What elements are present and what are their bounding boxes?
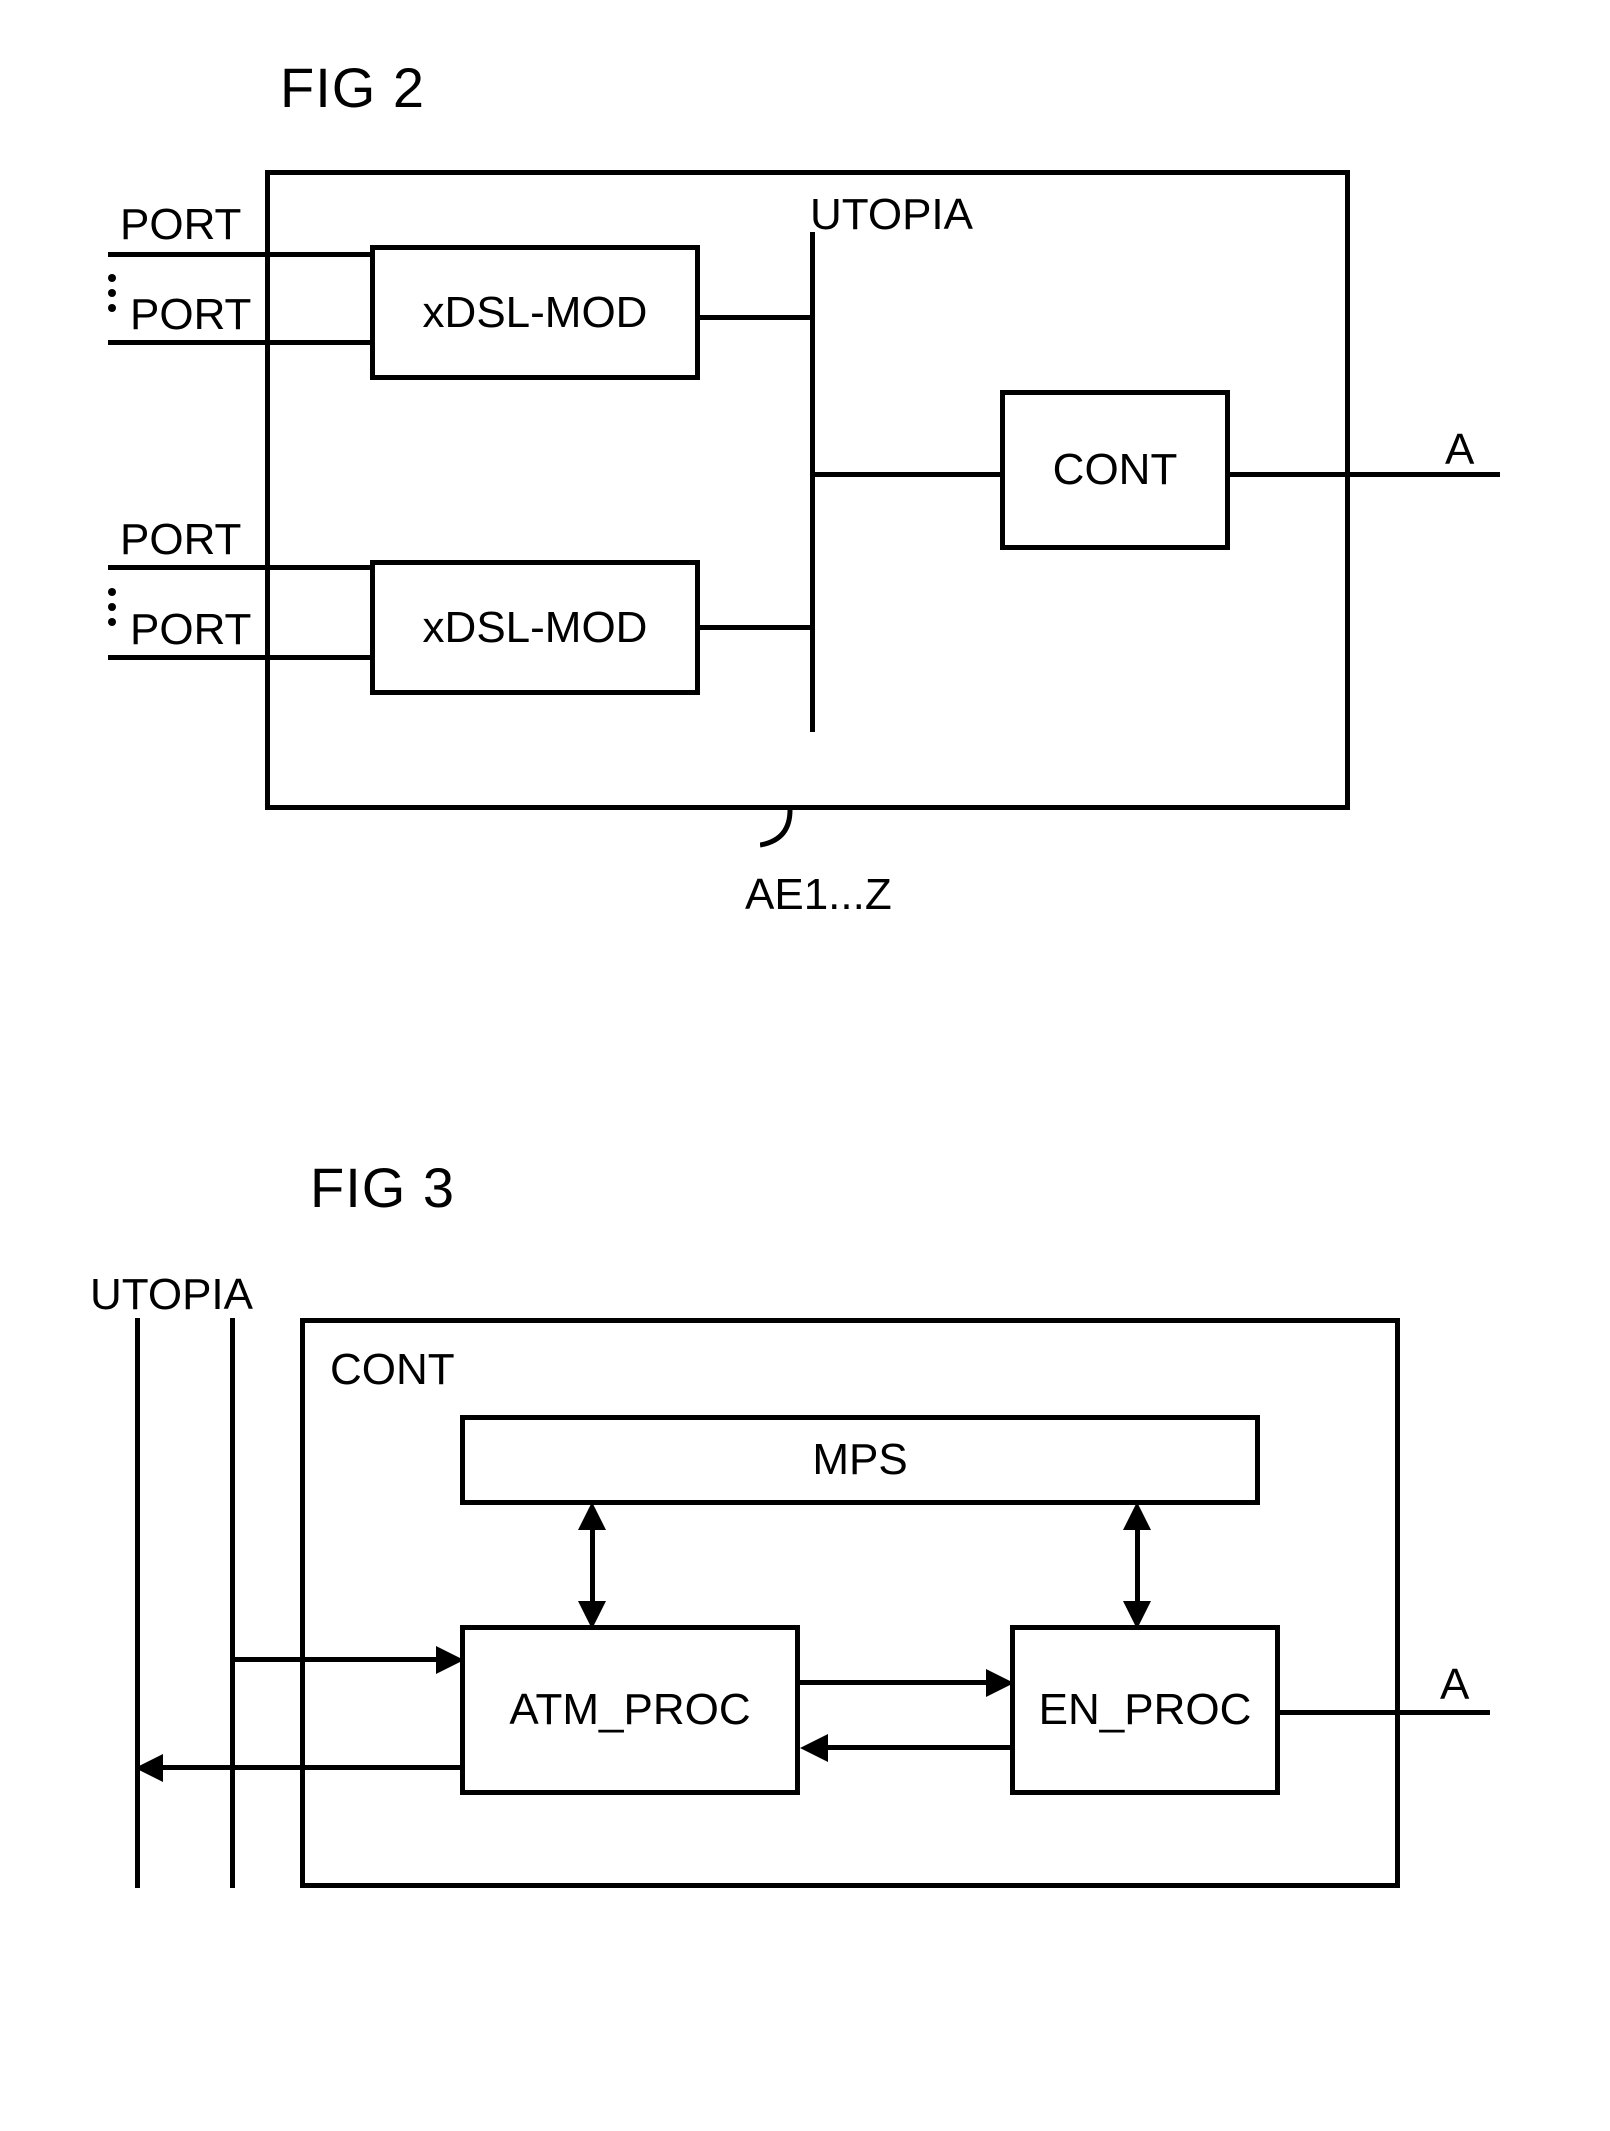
port-label-1: PORT bbox=[120, 200, 241, 250]
vdots-2 bbox=[108, 588, 116, 633]
atm-to-mps-line bbox=[590, 1518, 595, 1613]
cont-label-fig3: CONT bbox=[330, 1345, 455, 1395]
utopia-bus1-fig3 bbox=[135, 1318, 140, 1888]
atm-to-bus-line bbox=[155, 1765, 460, 1770]
xdsl-mod-label-1: xDSL-MOD bbox=[423, 288, 648, 338]
en-proc-box: EN_PROC bbox=[1010, 1625, 1280, 1795]
utopia-label-fig2: UTOPIA bbox=[810, 190, 973, 240]
mod-to-bus-line-2 bbox=[700, 625, 813, 630]
mps-label: MPS bbox=[812, 1435, 907, 1485]
atm-to-bus-arrow bbox=[135, 1754, 163, 1782]
utopia-bus-fig2 bbox=[810, 232, 815, 732]
a-label-fig2: A bbox=[1445, 425, 1474, 475]
port-label-2: PORT bbox=[130, 290, 251, 340]
port-label-4: PORT bbox=[130, 605, 251, 655]
atm-proc-box: ATM_PROC bbox=[460, 1625, 800, 1795]
atm-proc-label: ATM_PROC bbox=[509, 1685, 750, 1735]
port-label-3: PORT bbox=[120, 515, 241, 565]
ae-label: AE1...Z bbox=[745, 870, 892, 920]
port-line-3 bbox=[108, 565, 370, 570]
en-to-a-line bbox=[1280, 1710, 1490, 1715]
en-to-atm-arrow bbox=[800, 1734, 828, 1762]
cont-label-fig2: CONT bbox=[1053, 445, 1178, 495]
atm-to-en-line bbox=[800, 1680, 990, 1685]
atm-to-en-arrow bbox=[986, 1669, 1014, 1697]
atm-to-mps-arrow-up bbox=[578, 1502, 606, 1530]
utopia-bus2-fig3 bbox=[230, 1318, 235, 1888]
fig2-title: FIG 2 bbox=[280, 55, 425, 120]
a-label-fig3: A bbox=[1440, 1660, 1469, 1710]
en-to-mps-line bbox=[1135, 1518, 1140, 1613]
port-line-4 bbox=[108, 655, 370, 660]
en-to-atm-line bbox=[820, 1745, 1010, 1750]
en-to-mps-arrow-up bbox=[1123, 1502, 1151, 1530]
vdots-1 bbox=[108, 274, 116, 319]
xdsl-mod-box-1: xDSL-MOD bbox=[370, 245, 700, 380]
cont-box-fig2: CONT bbox=[1000, 390, 1230, 550]
en-to-mps-arrow-down bbox=[1123, 1601, 1151, 1629]
xdsl-mod-box-2: xDSL-MOD bbox=[370, 560, 700, 695]
utopia-label-fig3: UTOPIA bbox=[90, 1270, 253, 1320]
atm-to-mps-arrow-down bbox=[578, 1601, 606, 1629]
mod-to-bus-line-1 bbox=[700, 315, 813, 320]
fig3-title: FIG 3 bbox=[310, 1155, 455, 1220]
mps-box: MPS bbox=[460, 1415, 1260, 1505]
port-line-1 bbox=[108, 252, 370, 257]
xdsl-mod-label-2: xDSL-MOD bbox=[423, 603, 648, 653]
en-proc-label: EN_PROC bbox=[1039, 1685, 1252, 1735]
port-line-2 bbox=[108, 340, 370, 345]
ae-curve bbox=[760, 810, 820, 865]
bus-to-atm-arrow bbox=[436, 1646, 464, 1674]
fig3-container bbox=[300, 1318, 1400, 1888]
bus-to-cont-line bbox=[810, 472, 1000, 477]
bus-to-atm-line bbox=[230, 1657, 440, 1662]
